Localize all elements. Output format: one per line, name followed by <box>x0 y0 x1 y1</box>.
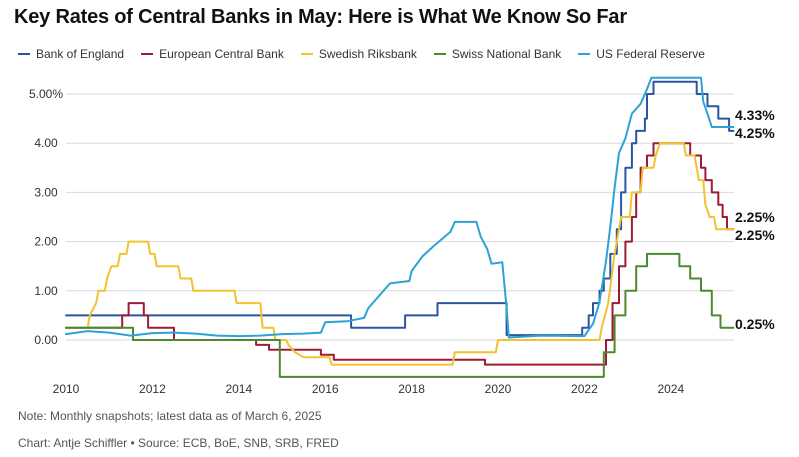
chart-title: Key Rates of Central Banks in May: Here … <box>14 6 627 28</box>
y-tick-label: 2.00 <box>34 235 58 249</box>
legend-item-swiss-national-bank: Swiss National Bank <box>433 47 562 61</box>
legend-item-european-central-bank: European Central Bank <box>141 47 284 61</box>
series-line-european-central-bank <box>65 142 735 366</box>
series-line-us-federal-reserve <box>65 76 735 339</box>
y-tick-label: 1.00 <box>34 284 58 298</box>
end-label-swedish-riksbank: 2.25% <box>735 209 775 225</box>
chart-credit: Chart: Antje Schiffler • Source: ECB, Bo… <box>18 436 339 450</box>
legend-swatch-swedish-riksbank <box>300 53 313 55</box>
legend-label-swiss-national-bank: Swiss National Bank <box>451 47 562 61</box>
x-tick-label: 2020 <box>485 382 512 396</box>
end-label-european-central-bank: 2.25% <box>735 227 775 243</box>
legend-swatch-us-federal-reserve <box>578 53 591 55</box>
end-label-bank-of-england: 4.25% <box>735 125 775 141</box>
legend-swatch-european-central-bank <box>141 53 154 55</box>
legend-item-swedish-riksbank: Swedish Riksbank <box>300 47 417 61</box>
chart-note: Note: Monthly snapshots; latest data as … <box>18 409 322 423</box>
series-line-swiss-national-bank <box>65 252 735 378</box>
legend-label-swedish-riksbank: Swedish Riksbank <box>318 47 417 61</box>
legend-label-us-federal-reserve: US Federal Reserve <box>596 47 705 61</box>
end-label-us-federal-reserve: 4.33% <box>735 107 775 123</box>
x-tick-label: 2016 <box>312 382 339 396</box>
legend-item-us-federal-reserve: US Federal Reserve <box>578 47 705 61</box>
x-tick-label: 2012 <box>139 382 166 396</box>
y-tick-label: 5.00% <box>29 87 63 101</box>
y-tick-label: 4.00 <box>34 136 58 150</box>
series-line-swedish-riksbank <box>65 142 735 366</box>
legend-swatch-swiss-national-bank <box>433 53 446 55</box>
series-line-bank-of-england <box>65 80 735 337</box>
legend-item-bank-of-england: Bank of England <box>18 47 124 61</box>
x-tick-label: 2018 <box>398 382 425 396</box>
legend-label-european-central-bank: European Central Bank <box>159 47 284 61</box>
x-tick-label: 2024 <box>657 382 684 396</box>
x-tick-label: 2022 <box>571 382 598 396</box>
y-tick-label: 0.00 <box>34 333 58 347</box>
chart-legend: Bank of England European Central Bank Sw… <box>18 47 705 61</box>
end-label-swiss-national-bank: 0.25% <box>735 316 775 332</box>
x-tick-label: 2014 <box>225 382 252 396</box>
legend-swatch-bank-of-england <box>18 53 30 55</box>
legend-label-bank-of-england: Bank of England <box>36 47 125 61</box>
x-tick-label: 2010 <box>53 382 80 396</box>
y-tick-label: 3.00 <box>34 185 58 199</box>
